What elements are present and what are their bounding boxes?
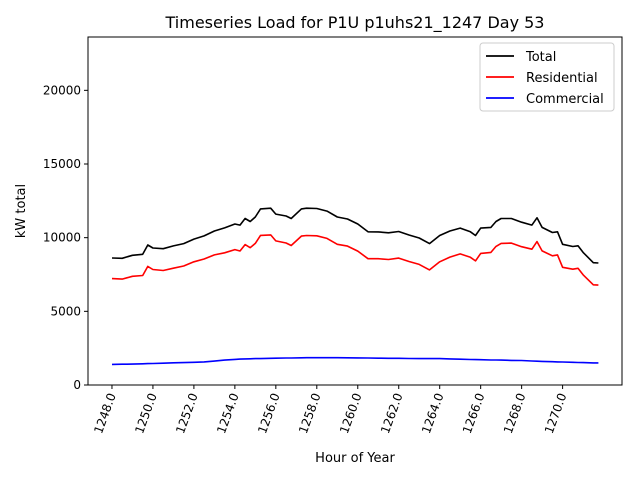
y-tick-label: 15000 bbox=[43, 157, 81, 171]
legend-label-residential: Residential bbox=[526, 71, 598, 86]
y-tick-label: 0 bbox=[73, 378, 81, 392]
series-line-residential bbox=[111, 234, 599, 286]
x-axis-label: Hour of Year bbox=[315, 451, 395, 466]
y-axis-label: kW total bbox=[14, 184, 29, 238]
chart-title: Timeseries Load for P1U p1uhs21_1247 Day… bbox=[165, 13, 545, 33]
series-line-commercial bbox=[111, 356, 599, 366]
legend-label-commercial: Commercial bbox=[526, 92, 604, 107]
series-layer bbox=[111, 207, 599, 366]
legend-box bbox=[479, 42, 615, 112]
plot-frame bbox=[87, 36, 623, 386]
y-tick-label: 10000 bbox=[43, 231, 81, 245]
legend-label-total: Total bbox=[525, 50, 556, 65]
y-tick-label: 20000 bbox=[43, 83, 81, 97]
series-line-total bbox=[111, 207, 599, 264]
legend: Total Residential Commercial bbox=[479, 42, 615, 112]
y-tick-label: 5000 bbox=[50, 304, 81, 318]
y-axis: 0 5000 10000 15000 20000 bbox=[43, 83, 88, 392]
